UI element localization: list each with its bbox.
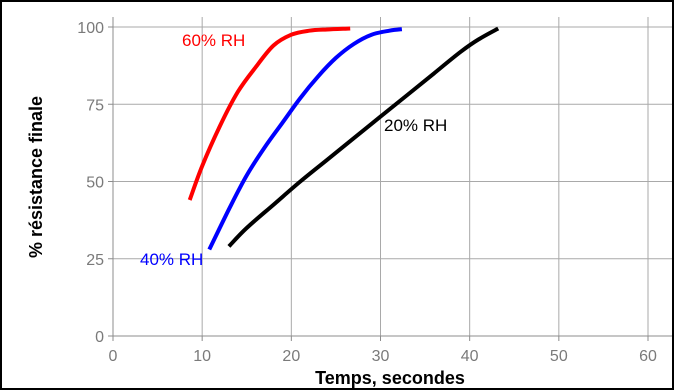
y-gridlines bbox=[113, 26, 672, 260]
x-tick-label: 0 bbox=[109, 348, 118, 365]
axes bbox=[108, 17, 672, 341]
y-tick-label: 50 bbox=[86, 175, 104, 192]
series-line-20-rh bbox=[227, 26, 500, 248]
y-tick-label: 100 bbox=[77, 20, 104, 37]
y-axis-title: % résistance finale bbox=[26, 96, 46, 258]
x-tick-label: 30 bbox=[372, 348, 390, 365]
series-label-60-rh: 60% RH bbox=[182, 31, 245, 50]
x-axis-title: Temps, secondes bbox=[315, 368, 465, 388]
y-tick-label: 25 bbox=[86, 252, 104, 269]
series-curves bbox=[187, 26, 500, 251]
x-tick-label: 50 bbox=[550, 348, 568, 365]
series-line-60-rh bbox=[187, 26, 351, 201]
x-tick-label: 10 bbox=[193, 348, 211, 365]
x-tick-label: 40 bbox=[461, 348, 479, 365]
series-label-40-rh: 40% RH bbox=[140, 250, 203, 269]
x-tick-label: 20 bbox=[282, 348, 300, 365]
x-tick-label: 60 bbox=[639, 348, 657, 365]
x-gridlines bbox=[201, 17, 649, 336]
series-line-40-rh bbox=[207, 27, 403, 251]
y-tick-labels: 0 25 50 75 100 bbox=[77, 20, 104, 346]
y-tick-label: 75 bbox=[86, 97, 104, 114]
y-tick-label: 0 bbox=[95, 329, 104, 346]
x-tick-labels: 0 10 20 30 40 50 60 bbox=[109, 348, 657, 365]
series-label-20-rh: 20% RH bbox=[384, 116, 447, 135]
